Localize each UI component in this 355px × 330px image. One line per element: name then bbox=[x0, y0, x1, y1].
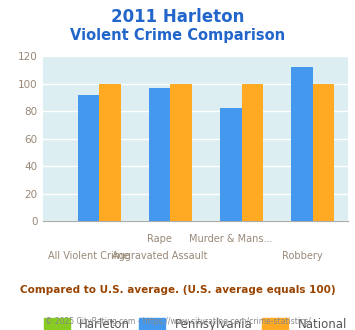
Text: Compared to U.S. average. (U.S. average equals 100): Compared to U.S. average. (U.S. average … bbox=[20, 285, 335, 295]
Bar bbox=[78, 95, 99, 221]
Text: Aggravated Assault: Aggravated Assault bbox=[112, 251, 207, 261]
Text: All Violent Crime: All Violent Crime bbox=[48, 251, 129, 261]
Text: Violent Crime Comparison: Violent Crime Comparison bbox=[70, 28, 285, 43]
Bar bbox=[170, 83, 192, 221]
Legend: Harleton, Pennsylvania, National: Harleton, Pennsylvania, National bbox=[39, 313, 351, 330]
Text: 2011 Harleton: 2011 Harleton bbox=[111, 8, 244, 26]
Bar bbox=[149, 88, 170, 221]
Bar bbox=[313, 83, 334, 221]
Text: Rape: Rape bbox=[147, 234, 172, 244]
Bar bbox=[99, 83, 121, 221]
Text: Murder & Mans...: Murder & Mans... bbox=[189, 234, 273, 244]
Bar bbox=[291, 67, 313, 221]
Bar bbox=[220, 108, 241, 221]
Text: Robbery: Robbery bbox=[282, 251, 322, 261]
Bar bbox=[241, 83, 263, 221]
Text: © 2025 CityRating.com - https://www.cityrating.com/crime-statistics/: © 2025 CityRating.com - https://www.city… bbox=[45, 317, 310, 326]
